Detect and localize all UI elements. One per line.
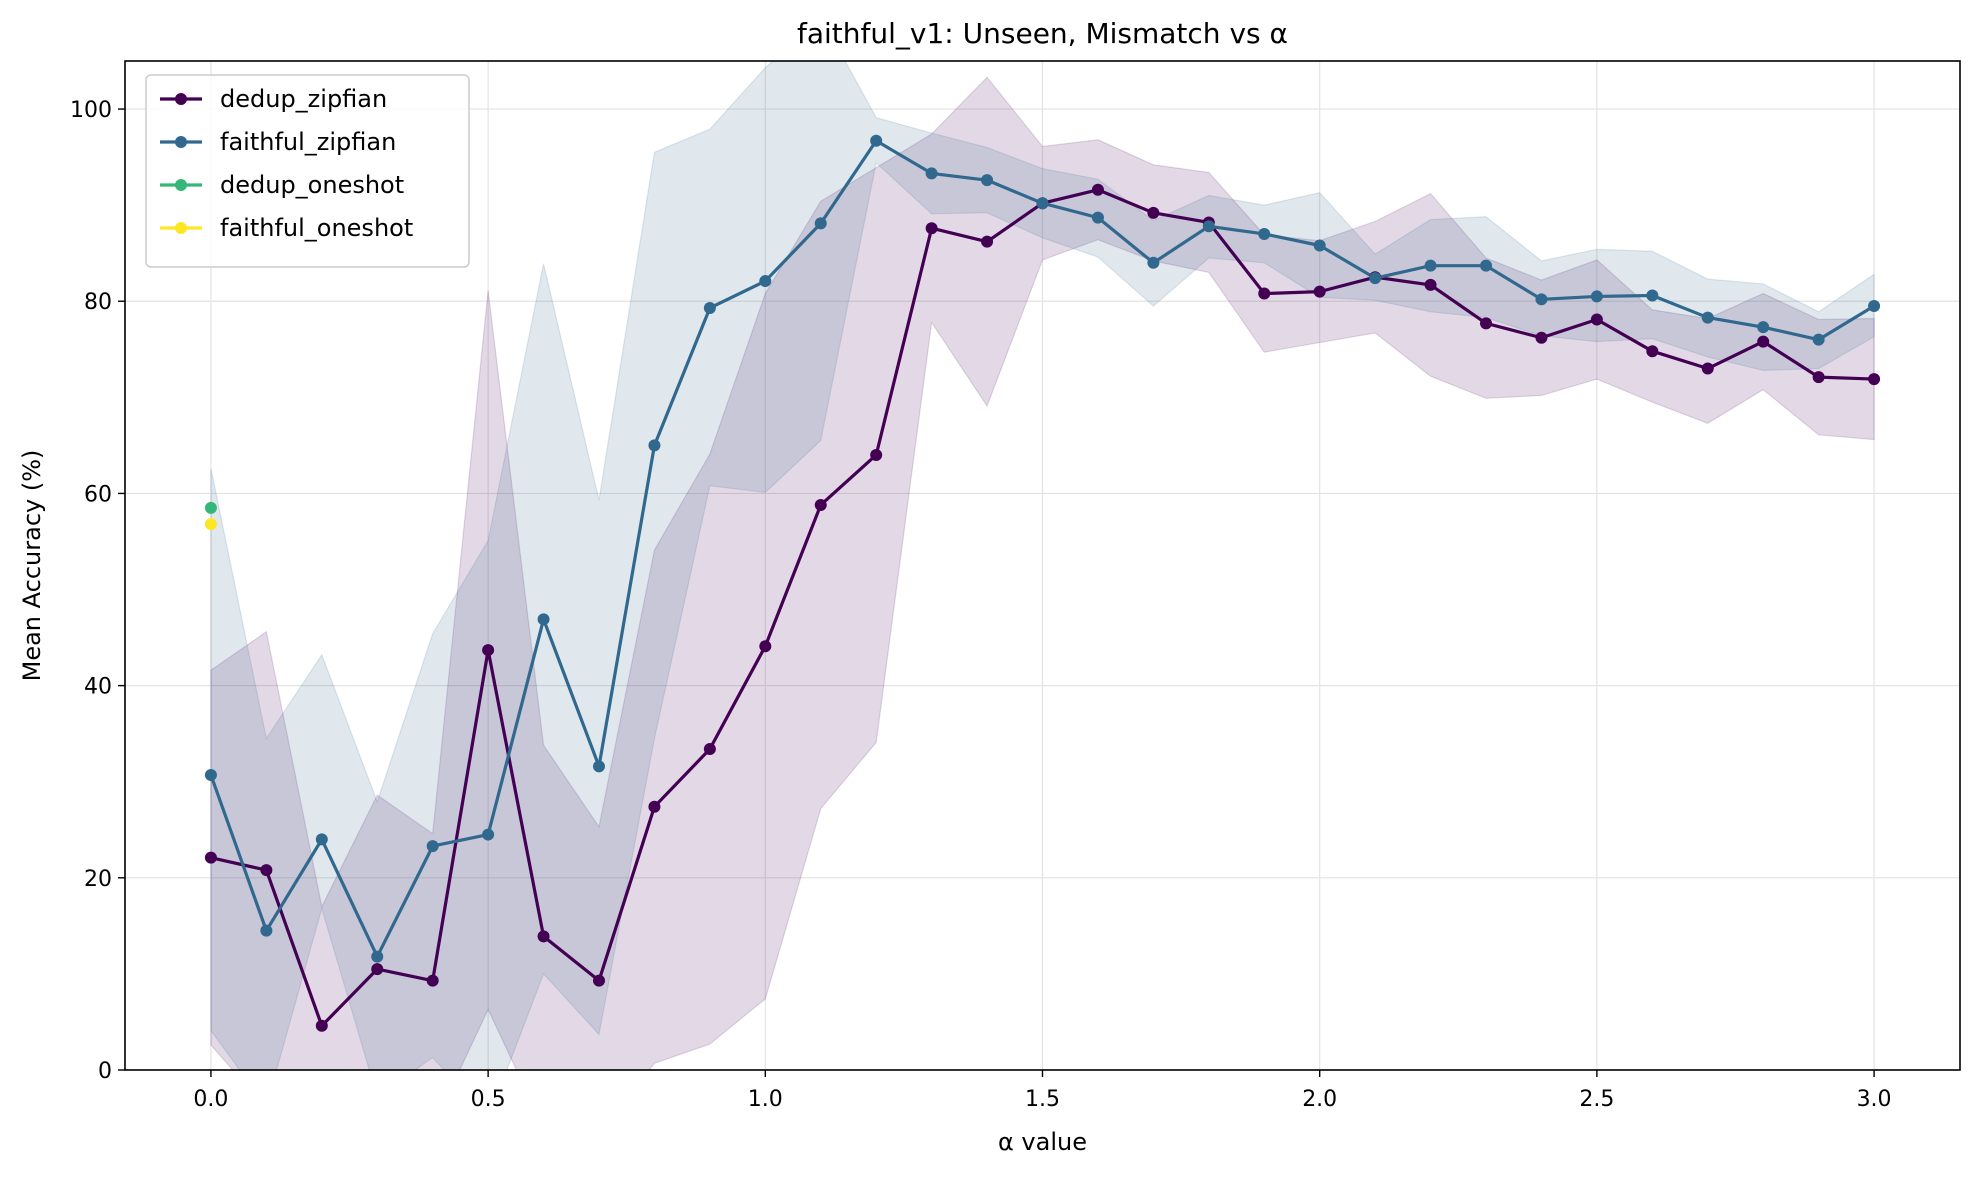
- y-tick-label: 40: [84, 675, 112, 700]
- series-points: [204, 134, 1881, 1032]
- legend-box: [145, 74, 470, 268]
- data-point-dedup_zipfian: [537, 930, 550, 943]
- data-point-faithful_zipfian: [1369, 272, 1382, 285]
- x-tick-label: 3.0: [1857, 1087, 1892, 1112]
- data-point-dedup_zipfian: [648, 800, 661, 813]
- legend-swatch-marker: [175, 93, 187, 105]
- data-point-dedup_zipfian: [482, 644, 495, 657]
- legend-label: dedup_oneshot: [220, 171, 404, 199]
- data-point-faithful_zipfian: [1036, 197, 1049, 210]
- legend-swatch-marker: [175, 179, 187, 191]
- data-point-faithful_zipfian: [1535, 293, 1548, 306]
- data-point-dedup_zipfian: [925, 222, 938, 235]
- legend-label: dedup_zipfian: [220, 85, 387, 113]
- data-point-faithful_zipfian: [1590, 290, 1603, 303]
- data-point-faithful_zipfian: [1424, 259, 1437, 272]
- y-tick-label: 20: [84, 867, 112, 892]
- axis-ticks: 0.0 0.5 1.0 1.5 2.0 2.5 3.0 0 20 40 60 80 100: [70, 98, 1892, 1112]
- data-point-faithful_zipfian: [1646, 289, 1659, 302]
- data-point-faithful_zipfian: [1868, 300, 1881, 313]
- data-point-dedup_oneshot: [204, 501, 217, 514]
- legend-label: faithful_oneshot: [220, 214, 413, 242]
- y-tick-label: 80: [84, 290, 112, 315]
- data-point-faithful_zipfian: [1701, 311, 1714, 324]
- data-point-faithful_zipfian: [1147, 256, 1160, 269]
- x-tick-label: 2.0: [1302, 1087, 1337, 1112]
- confidence-band-faithful_zipfian: [210, 61, 1875, 1070]
- legend-label: faithful_zipfian: [220, 128, 396, 156]
- data-point-faithful_zipfian: [1202, 220, 1215, 233]
- data-point-faithful_zipfian: [981, 174, 994, 187]
- legend: dedup_zipfian faithful_zipfian dedup_onesh…: [145, 74, 470, 268]
- data-point-dedup_zipfian: [1091, 183, 1104, 196]
- x-tick-label: 0.5: [471, 1087, 506, 1112]
- y-tick-label: 0: [98, 1059, 112, 1084]
- data-point-dedup_zipfian: [759, 640, 772, 653]
- data-point-dedup_zipfian: [1646, 345, 1659, 358]
- data-point-dedup_zipfian: [1812, 371, 1825, 384]
- x-tick-label: 2.5: [1579, 1087, 1614, 1112]
- legend-swatch-marker: [175, 222, 187, 234]
- data-point-dedup_zipfian: [814, 498, 827, 511]
- data-point-dedup_zipfian: [1258, 287, 1271, 300]
- data-point-dedup_zipfian: [1535, 331, 1548, 344]
- data-point-dedup_zipfian: [260, 864, 273, 877]
- data-point-faithful_zipfian: [1258, 227, 1271, 240]
- data-point-dedup_zipfian: [1424, 278, 1437, 291]
- data-point-faithful_zipfian: [648, 439, 661, 452]
- data-point-faithful_zipfian: [1313, 239, 1326, 252]
- x-tick-label: 0.0: [193, 1087, 228, 1112]
- data-point-dedup_zipfian: [1868, 373, 1881, 386]
- data-point-dedup_zipfian: [1757, 335, 1770, 348]
- data-point-dedup_zipfian: [315, 1019, 328, 1032]
- data-point-dedup_zipfian: [204, 851, 217, 864]
- data-point-dedup_zipfian: [870, 448, 883, 461]
- data-point-faithful_zipfian: [814, 217, 827, 230]
- data-point-faithful_oneshot: [204, 518, 217, 531]
- data-point-faithful_zipfian: [315, 833, 328, 846]
- data-point-dedup_zipfian: [592, 974, 605, 987]
- data-point-faithful_zipfian: [260, 924, 273, 937]
- data-point-faithful_zipfian: [592, 760, 605, 773]
- data-point-faithful_zipfian: [703, 301, 716, 314]
- data-point-faithful_zipfian: [482, 828, 495, 841]
- data-point-faithful_zipfian: [925, 167, 938, 180]
- data-point-faithful_zipfian: [1812, 333, 1825, 346]
- data-point-faithful_zipfian: [371, 950, 384, 963]
- data-point-dedup_zipfian: [703, 743, 716, 756]
- data-point-faithful_zipfian: [1757, 321, 1770, 334]
- data-point-faithful_zipfian: [204, 768, 217, 781]
- x-axis-label: α value: [998, 1128, 1087, 1156]
- data-point-dedup_zipfian: [981, 235, 994, 248]
- data-point-faithful_zipfian: [759, 275, 772, 288]
- data-point-dedup_zipfian: [1480, 317, 1493, 330]
- data-point-faithful_zipfian: [426, 840, 439, 853]
- y-tick-label: 100: [70, 98, 112, 123]
- y-axis-label: Mean Accuracy (%): [18, 450, 46, 682]
- data-point-faithful_zipfian: [870, 134, 883, 147]
- legend-swatch-marker: [175, 136, 187, 148]
- x-tick-label: 1.0: [748, 1087, 783, 1112]
- data-point-faithful_zipfian: [1091, 211, 1104, 224]
- data-point-dedup_zipfian: [426, 974, 439, 987]
- data-point-dedup_zipfian: [1701, 362, 1714, 375]
- data-point-faithful_zipfian: [1480, 259, 1493, 272]
- data-point-dedup_zipfian: [1590, 313, 1603, 326]
- data-point-faithful_zipfian: [537, 613, 550, 626]
- data-point-dedup_zipfian: [371, 963, 384, 976]
- y-tick-label: 60: [84, 482, 112, 507]
- x-tick-label: 1.5: [1025, 1087, 1060, 1112]
- chart-title: faithful_v1: Unseen, Mismatch vs α: [797, 17, 1288, 50]
- data-point-dedup_zipfian: [1147, 206, 1160, 219]
- data-point-dedup_zipfian: [1313, 285, 1326, 298]
